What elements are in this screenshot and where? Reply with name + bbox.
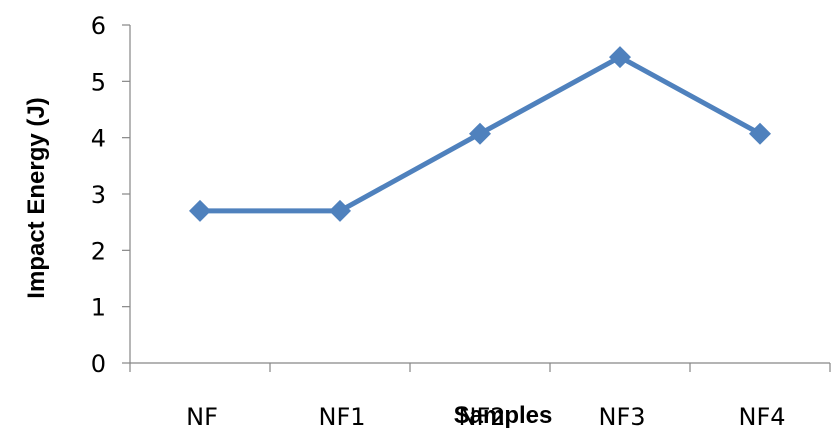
y-tick-label: 1	[91, 294, 106, 322]
y-tick-label: 5	[91, 68, 106, 96]
data-point	[329, 199, 351, 222]
y-tick-label: 4	[91, 125, 106, 153]
x-axis-title: Samples	[454, 402, 553, 429]
data-point	[469, 122, 491, 145]
x-tick-label: NF2	[458, 403, 505, 431]
y-axis-title: Impact Energy (J)	[23, 97, 50, 298]
x-tick-label: NF1	[318, 403, 365, 431]
data-point	[609, 46, 631, 69]
x-tick-group: NF NF1 NF2 NF3 NF4	[129, 363, 831, 431]
data-point	[189, 199, 211, 222]
x-tick-label: NF3	[598, 403, 645, 431]
x-tick-label: NF4	[738, 403, 785, 431]
x-tick-label: NF	[186, 403, 218, 431]
y-tick-group: 0 1 2 3 4 5 6	[91, 12, 130, 378]
y-tick-label: 3	[91, 181, 106, 209]
y-tick-label: 6	[91, 12, 106, 40]
series-group	[189, 46, 771, 222]
y-tick-label: 2	[91, 237, 106, 265]
data-point	[749, 122, 771, 145]
y-tick-label: 0	[91, 350, 106, 378]
